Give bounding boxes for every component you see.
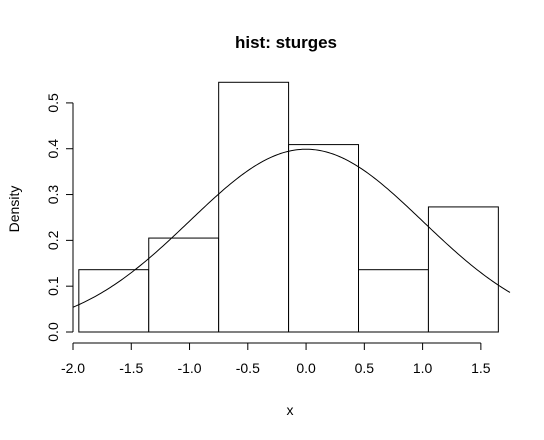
- x-tick-label: -1.0: [177, 360, 201, 376]
- x-tick-label: 0.5: [355, 360, 375, 376]
- chart-title: hist: sturges: [235, 33, 337, 52]
- y-axis-label: Density: [6, 186, 22, 233]
- histogram-bar-3: [218, 81, 290, 333]
- x-tick-label: 1.0: [413, 360, 433, 376]
- histogram-bar-2: [148, 237, 220, 333]
- x-tick-label: -1.5: [119, 360, 143, 376]
- y-tick-label: 0.5: [45, 93, 61, 113]
- x-tick-label: 0.0: [296, 360, 316, 376]
- histogram-bar-1: [78, 269, 150, 333]
- y-tick-label: 0.0: [45, 322, 61, 342]
- y-axis: 0.0 0.1 0.2 0.3 0.4 0.5: [45, 93, 74, 342]
- y-tick-label: 0.4: [45, 139, 61, 159]
- x-tick-label: 1.5: [471, 360, 491, 376]
- y-tick-label: 0.3: [45, 185, 61, 205]
- normal-density-curve: [72, 148, 511, 308]
- x-tick-label: -2.0: [61, 360, 85, 376]
- histogram-bar-6: [427, 206, 499, 333]
- histogram-bar-4: [288, 144, 360, 333]
- histogram-bars: [78, 81, 499, 333]
- y-tick-label: 0.2: [45, 230, 61, 250]
- x-axis: -2.0 -1.5 -1.0 -0.5 0.0 0.5 1.0 1.5: [61, 342, 491, 376]
- x-tick-label: -0.5: [236, 360, 260, 376]
- x-axis-label: x: [287, 402, 294, 418]
- histogram-bar-5: [358, 269, 429, 333]
- y-tick-label: 0.1: [45, 276, 61, 296]
